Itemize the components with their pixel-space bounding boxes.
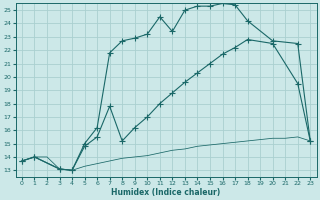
X-axis label: Humidex (Indice chaleur): Humidex (Indice chaleur)	[111, 188, 221, 197]
